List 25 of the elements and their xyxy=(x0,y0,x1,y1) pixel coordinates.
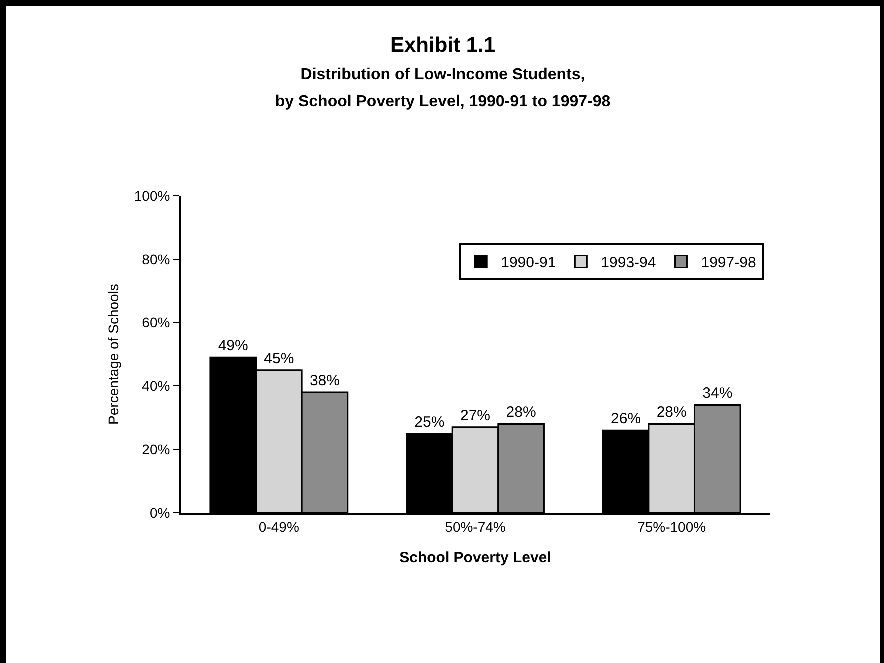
data-label: 26% xyxy=(611,410,642,428)
y-tick-label: 20% xyxy=(142,442,170,458)
x-tick-label: 50%-74% xyxy=(445,518,506,535)
y-tick-label: 80% xyxy=(142,251,170,268)
data-label: 49% xyxy=(218,338,248,355)
x-axis-title: School Poverty Level xyxy=(400,549,552,566)
chart-subtitle: Distribution of Low-Income Students, by School Poverty Level, 1990-91 to 1997-98 xyxy=(275,66,611,111)
y-tick-label: 100% xyxy=(134,188,170,204)
y-tick-label: 60% xyxy=(142,314,170,331)
x-tick-label: 75%-100% xyxy=(638,518,706,535)
y-tick-label: 40% xyxy=(142,378,170,394)
data-label: 45% xyxy=(264,350,294,368)
data-label: 27% xyxy=(460,407,491,424)
chart-title: Exhibit 1.1 xyxy=(390,34,496,57)
data-label: 38% xyxy=(310,372,340,390)
data-label: 28% xyxy=(656,404,687,422)
y-tick-label: 0% xyxy=(150,504,170,521)
data-label: 25% xyxy=(414,414,445,431)
data-label: 28% xyxy=(506,404,536,422)
data-label: 34% xyxy=(702,385,733,402)
legend-label: 1993-94 xyxy=(601,254,656,272)
y-axis-title: Percentage of Schools xyxy=(105,284,122,425)
legend-label: 1997-98 xyxy=(701,254,756,272)
legend-label: 1990-91 xyxy=(501,254,556,272)
x-tick-label: 0-49% xyxy=(258,518,300,535)
